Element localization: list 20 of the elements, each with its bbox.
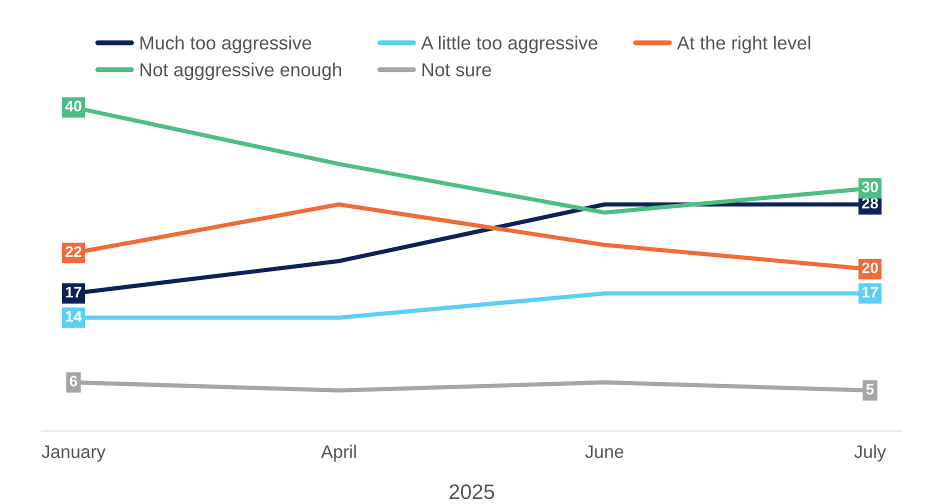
legend-label: At the right level [676,36,810,54]
x-tick-label: April [320,444,356,462]
data-label: 5 [866,384,874,395]
data-label: 6 [70,376,78,386]
data-label: 14 [66,311,82,322]
data-label: 22 [66,246,82,257]
data-label: 30 [862,182,878,192]
x-axis-title: 2025 [450,484,494,500]
x-tick-label: June [585,445,624,458]
data-label: 28 [862,198,878,209]
legend-label: Not agggressive enough [140,62,342,80]
x-tick-label: July [854,444,886,462]
data-label: 17 [862,286,878,298]
data-label: 17 [66,286,82,298]
data-label: 40 [65,100,82,112]
legend-label: Not sure [422,63,492,76]
data-label: 20 [862,262,878,274]
x-tick-label: January [42,445,106,462]
legend-label: Much too aggressive [140,36,312,54]
legend-label: A little too aggressive [421,36,598,54]
